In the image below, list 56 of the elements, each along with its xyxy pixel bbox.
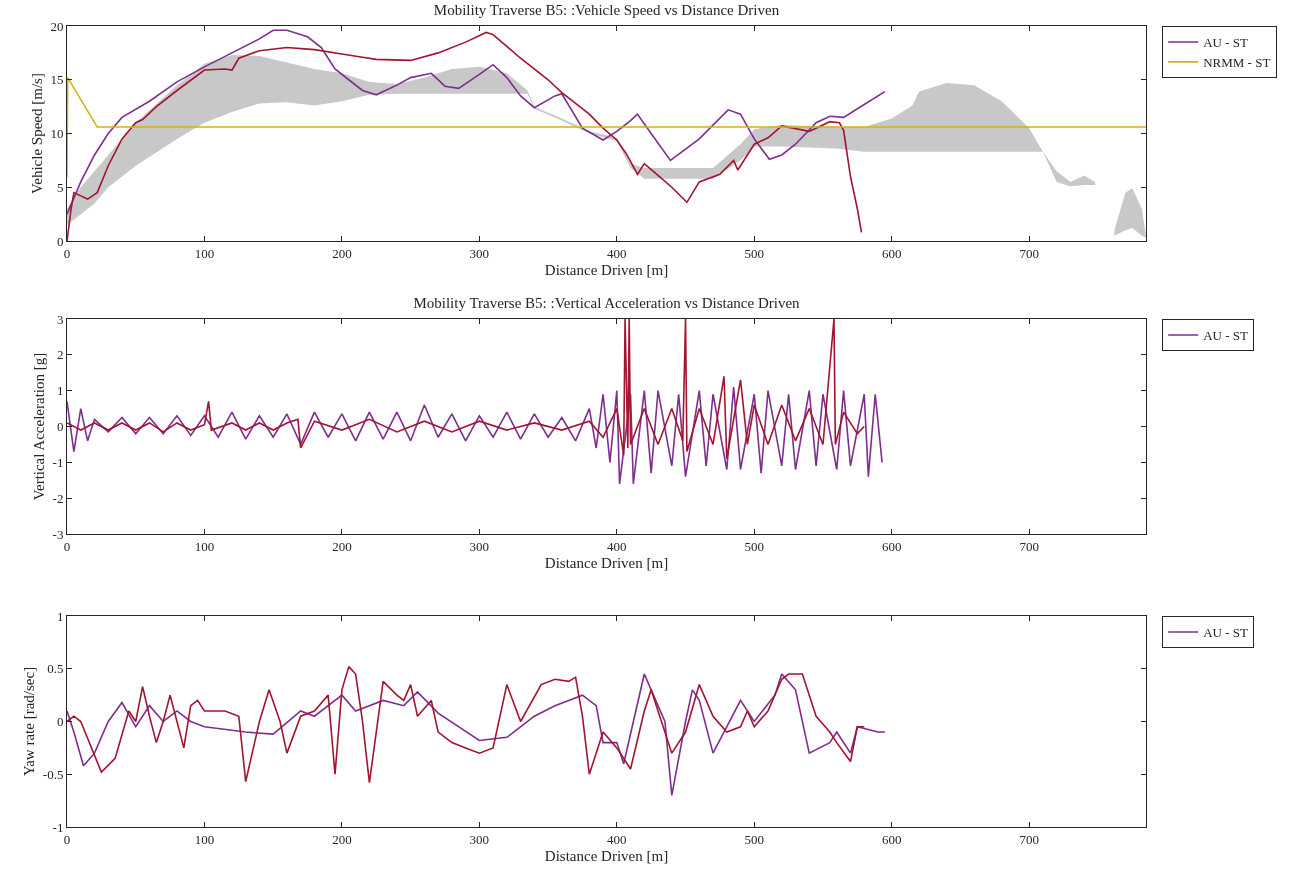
y-tick-label: -0.5 [42,766,64,782]
y-tick-label: -3 [52,526,64,542]
legend-label: AU - ST [1203,35,1249,51]
x-tick-label: 500 [744,245,765,261]
legend-label: AU - ST [1203,328,1249,344]
x-tick-label: 200 [332,538,352,554]
x-tick-label: 100 [194,538,215,554]
y-tick-label: -1 [52,454,64,470]
x-tick-label: 400 [607,538,627,554]
line-series [67,386,883,485]
y-tick-label: 1 [56,608,64,624]
x-tick-label: 600 [881,831,902,847]
y-tick-label: 1 [56,383,64,399]
y-tick-label: 10 [50,126,64,142]
line-series [67,673,886,797]
x-tick-label: 400 [607,245,627,261]
x-tick-label: 200 [332,245,352,261]
x-tick-label: 300 [469,538,490,554]
line-series [67,665,866,784]
x-axis-title: Distance Driven [m] [544,261,669,278]
x-tick-label: 500 [744,538,765,554]
y-axis-title: Vertical Acceleration [g] [30,352,47,501]
x-tick-label: 700 [1019,831,1039,847]
y-tick-label: 2 [56,347,64,363]
legend-label: NRMM - ST [1203,54,1271,70]
y-tick-label: 3 [56,311,64,327]
line-series [67,319,866,460]
y-tick-label: 0 [56,419,64,435]
chart-title: Mobility Traverse B5: :Vertical Acceleration vs Distance Driven [413,294,801,311]
x-tick-label: 300 [469,245,490,261]
chart-title: Mobility Traverse B5: :Vehicle Speed vs Distance Driven [433,1,780,18]
x-tick-label: 600 [881,245,902,261]
y-tick-label: -2 [52,490,64,506]
x-axis-title: Distance Driven [m] [544,554,669,571]
y-tick-label: 15 [50,72,64,88]
x-tick-label: 600 [881,538,902,554]
x-tick-label: 400 [607,831,627,847]
y-tick-label: 0 [56,233,64,249]
y-tick-label: 0 [56,714,64,730]
x-tick-label: 100 [194,245,215,261]
line-series [67,29,886,215]
y-axis-title: Vehicle Speed [m/s] [28,73,45,194]
y-axis-title: Yaw rate [rad/sec] [21,666,38,777]
x-tick-label: 100 [194,831,215,847]
y-tick-label: 0.5 [47,661,64,677]
x-tick-label: 200 [332,831,352,847]
y-tick-label: 20 [50,18,64,34]
x-tick-label: 300 [469,831,490,847]
line-series [67,31,863,241]
x-tick-label: 500 [744,831,765,847]
x-tick-label: 700 [1019,538,1039,554]
y-tick-label: 5 [56,179,64,195]
x-tick-label: 700 [1019,245,1039,261]
x-axis-title: Distance Driven [m] [544,847,669,864]
legend-label: AU - ST [1203,625,1249,641]
y-tick-label: -1 [52,819,64,835]
